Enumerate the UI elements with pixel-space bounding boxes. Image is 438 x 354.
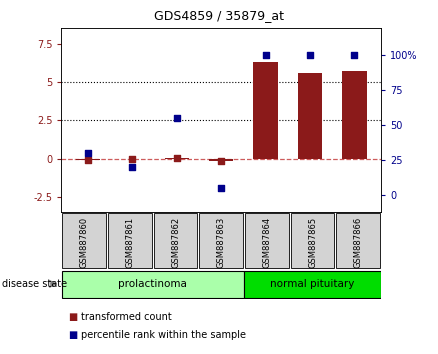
Point: [262, 52, 269, 57]
Text: GSM887866: GSM887866: [354, 217, 363, 268]
Point: [129, 164, 136, 170]
Point: [173, 155, 180, 161]
Bar: [62, 270, 244, 298]
Bar: [199, 213, 243, 268]
Bar: [165, 158, 189, 159]
Bar: [298, 73, 322, 159]
Text: transformed count: transformed count: [81, 312, 172, 322]
Point: [218, 158, 225, 164]
Bar: [62, 213, 106, 268]
Text: GSM887865: GSM887865: [308, 217, 317, 268]
Text: GSM887864: GSM887864: [262, 217, 272, 268]
Text: disease state: disease state: [2, 279, 67, 289]
Bar: [290, 213, 335, 268]
Bar: [108, 213, 152, 268]
Bar: [254, 62, 278, 159]
Text: GSM887861: GSM887861: [125, 217, 134, 268]
Text: ■: ■: [68, 330, 77, 339]
Text: prolactinoma: prolactinoma: [118, 279, 187, 289]
Bar: [336, 213, 380, 268]
Point: [351, 52, 358, 57]
Text: GSM887863: GSM887863: [217, 217, 226, 268]
Bar: [209, 159, 233, 161]
Text: normal pituitary: normal pituitary: [270, 279, 355, 289]
Text: ■: ■: [68, 312, 77, 322]
Point: [85, 157, 92, 163]
Point: [85, 150, 92, 156]
Text: GSM887860: GSM887860: [80, 217, 88, 268]
Point: [173, 115, 180, 121]
Point: [218, 185, 225, 191]
Point: [307, 52, 314, 57]
Bar: [244, 270, 381, 298]
Bar: [342, 70, 367, 159]
Text: percentile rank within the sample: percentile rank within the sample: [81, 330, 246, 339]
Bar: [154, 213, 198, 268]
Point: [129, 157, 136, 162]
Bar: [120, 159, 145, 160]
Bar: [245, 213, 289, 268]
Bar: [76, 159, 100, 160]
Text: GSM887862: GSM887862: [171, 217, 180, 268]
Text: GDS4859 / 35879_at: GDS4859 / 35879_at: [154, 9, 284, 22]
